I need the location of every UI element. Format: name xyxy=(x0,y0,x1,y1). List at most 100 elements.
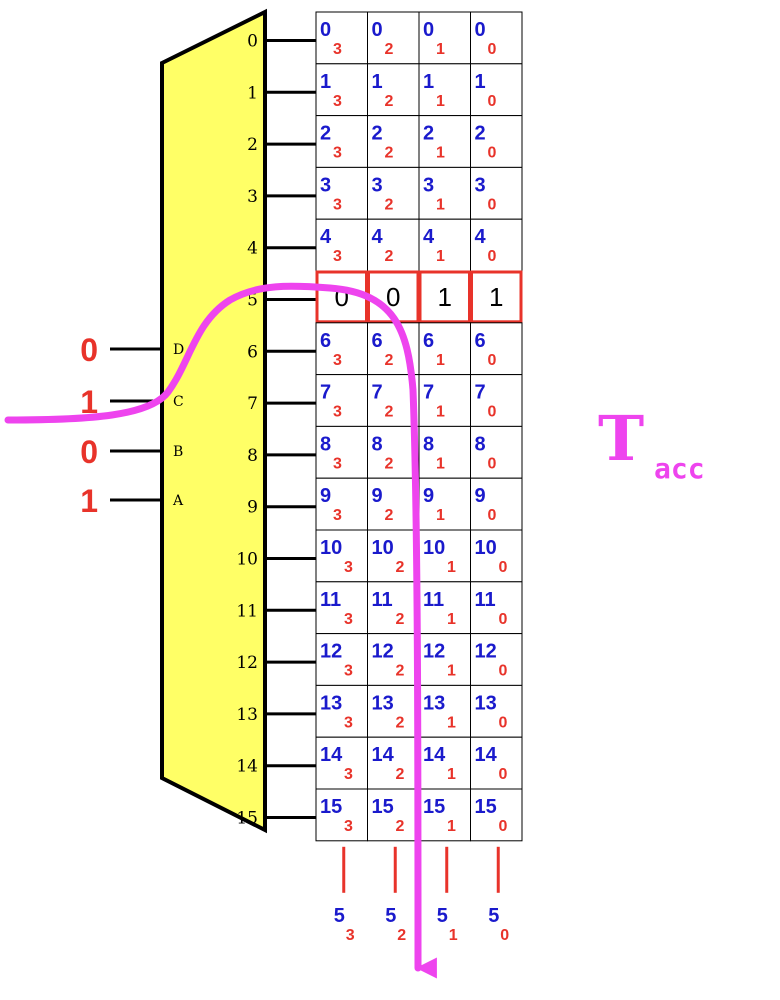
cell-bit-index: 2 xyxy=(396,766,405,783)
cell-bit-index: 2 xyxy=(385,196,394,213)
access-time-label: T acc xyxy=(598,402,705,485)
memory-cell: 151 xyxy=(418,788,471,842)
decoder-output-label: 2 xyxy=(247,135,258,155)
memory-cell: 40 xyxy=(470,218,523,272)
cell-word-index: 10 xyxy=(475,537,497,559)
cell-border xyxy=(470,788,523,842)
cell-border xyxy=(315,374,368,427)
cell-bit-index: 2 xyxy=(385,455,394,472)
memory-cell: 71 xyxy=(418,374,471,427)
cell-border xyxy=(418,11,471,65)
cell-word-index: 2 xyxy=(320,123,331,145)
cell-bit-index: 3 xyxy=(333,455,342,472)
cell-word-index: 1 xyxy=(372,71,383,93)
cell-word-index: 15 xyxy=(372,796,394,818)
memory-cell: 73 xyxy=(315,374,368,427)
cell-bit-index: 2 xyxy=(385,507,394,524)
memory-cell: 142 xyxy=(367,736,420,790)
memory-cell: 21 xyxy=(418,115,471,168)
cell-word-index: 9 xyxy=(320,485,331,507)
selected-cell-border xyxy=(470,270,523,324)
memory-cell: 61 xyxy=(418,322,471,376)
cell-bit-index: 0 xyxy=(488,145,497,162)
decoder-output-lines xyxy=(265,38,316,819)
cell-border xyxy=(315,11,368,65)
cell-bit-index: 0 xyxy=(499,559,508,576)
memory-cell: 101 xyxy=(418,529,471,583)
cell-bit-index: 3 xyxy=(333,196,342,213)
memory-cell: 90 xyxy=(470,477,523,531)
cell-border xyxy=(470,374,523,427)
decoder-input-pin-label: D xyxy=(173,342,184,358)
decoder-output-label: 6 xyxy=(247,342,258,362)
cell-bit-index: 1 xyxy=(447,766,456,783)
memory-cell: 131 xyxy=(418,684,471,738)
cell-bit-index: 1 xyxy=(436,507,445,524)
memory-cell: 1 xyxy=(470,270,523,324)
memory-cell: 123 xyxy=(315,633,368,686)
decoder-output-label: 1 xyxy=(247,83,258,103)
memory-cell: 10 xyxy=(470,63,523,117)
cell-border xyxy=(315,477,368,531)
address-bit-value: 1 xyxy=(80,483,98,519)
decoder-block xyxy=(160,8,267,834)
decoder-input-pin-label: C xyxy=(173,394,184,410)
cell-word-index: 6 xyxy=(372,330,383,352)
cell-word-index: 10 xyxy=(320,537,342,559)
cell-bit-index: 0 xyxy=(488,352,497,369)
output-word-index: 5 xyxy=(488,905,499,927)
cell-bit-index: 0 xyxy=(499,663,508,680)
decoder-input-lines: D 0 C 1 B 0 A 1 xyxy=(80,332,184,519)
cell-word-index: 4 xyxy=(372,226,384,248)
cell-bit-index: 3 xyxy=(333,352,342,369)
output-bit-index: 1 xyxy=(449,927,458,944)
cell-border xyxy=(418,529,471,583)
cell-bit-index: 2 xyxy=(396,818,405,835)
memory-cell: 100 xyxy=(470,529,523,583)
cell-border xyxy=(418,115,471,168)
cell-bit-index: 2 xyxy=(385,352,394,369)
cell-bit-index: 1 xyxy=(436,248,445,265)
cell-bit-index: 3 xyxy=(344,818,353,835)
memory-cell: 02 xyxy=(367,11,420,65)
cell-word-index: 14 xyxy=(423,744,446,766)
output-bit-index: 3 xyxy=(346,927,355,944)
decoder-output-label: 10 xyxy=(236,549,258,569)
cell-bit-index: 1 xyxy=(436,41,445,58)
cell-border xyxy=(470,166,523,220)
cell-bit-index: 3 xyxy=(344,559,353,576)
cell-bit-index: 0 xyxy=(488,41,497,58)
cell-border xyxy=(470,322,523,376)
decoder-input-pin-label: A xyxy=(172,493,184,509)
decoder-output-label: 5 xyxy=(247,290,258,310)
cell-border xyxy=(470,425,523,479)
memory-cell: 83 xyxy=(315,425,368,479)
access-time-subscript: acc xyxy=(654,452,705,485)
cell-bit-index: 3 xyxy=(333,145,342,162)
decoder-output-label: 7 xyxy=(247,394,258,414)
cell-bit-index: 2 xyxy=(396,559,405,576)
cell-word-index: 12 xyxy=(320,641,342,663)
memory-cell: 31 xyxy=(418,166,471,220)
memory-cell: 133 xyxy=(315,684,368,738)
memory-cell: 152 xyxy=(367,788,420,842)
memory-cell: 150 xyxy=(470,788,523,842)
cell-border xyxy=(367,788,420,842)
stored-bit-value: 1 xyxy=(438,282,452,312)
memory-cell: 32 xyxy=(367,166,420,220)
memory-cell: 120 xyxy=(470,633,523,686)
cell-border xyxy=(315,322,368,376)
memory-cell: 153 xyxy=(315,788,368,842)
memory-cell: 113 xyxy=(315,581,368,635)
decoder-output-label: 9 xyxy=(247,498,258,518)
memory-cell: 22 xyxy=(367,115,420,168)
cell-word-index: 11 xyxy=(475,589,496,611)
cell-word-index: 4 xyxy=(423,226,435,248)
decoder-output-label: 12 xyxy=(236,653,258,673)
decoder-output-label: 13 xyxy=(236,705,258,725)
cell-border xyxy=(418,425,471,479)
cell-word-index: 7 xyxy=(320,382,331,404)
cell-word-index: 11 xyxy=(423,589,444,611)
cell-word-index: 0 xyxy=(475,19,486,41)
